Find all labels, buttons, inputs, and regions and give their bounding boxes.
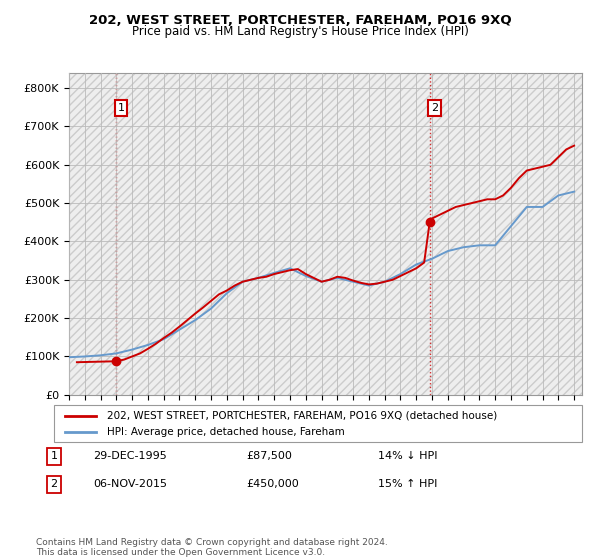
- Text: 202, WEST STREET, PORTCHESTER, FAREHAM, PO16 9XQ (detached house): 202, WEST STREET, PORTCHESTER, FAREHAM, …: [107, 411, 497, 421]
- Text: 15% ↑ HPI: 15% ↑ HPI: [378, 479, 437, 489]
- Text: 202, WEST STREET, PORTCHESTER, FAREHAM, PO16 9XQ: 202, WEST STREET, PORTCHESTER, FAREHAM, …: [89, 14, 511, 27]
- Text: 2: 2: [431, 103, 438, 113]
- Text: 1: 1: [50, 451, 58, 461]
- Text: Price paid vs. HM Land Registry's House Price Index (HPI): Price paid vs. HM Land Registry's House …: [131, 25, 469, 38]
- Text: 06-NOV-2015: 06-NOV-2015: [93, 479, 167, 489]
- Text: 2: 2: [50, 479, 58, 489]
- Text: 14% ↓ HPI: 14% ↓ HPI: [378, 451, 437, 461]
- Text: £450,000: £450,000: [246, 479, 299, 489]
- Text: HPI: Average price, detached house, Fareham: HPI: Average price, detached house, Fare…: [107, 427, 344, 437]
- Text: Contains HM Land Registry data © Crown copyright and database right 2024.
This d: Contains HM Land Registry data © Crown c…: [36, 538, 388, 557]
- Text: 1: 1: [118, 103, 124, 113]
- Text: £87,500: £87,500: [246, 451, 292, 461]
- Text: 29-DEC-1995: 29-DEC-1995: [93, 451, 167, 461]
- FancyBboxPatch shape: [54, 405, 582, 442]
